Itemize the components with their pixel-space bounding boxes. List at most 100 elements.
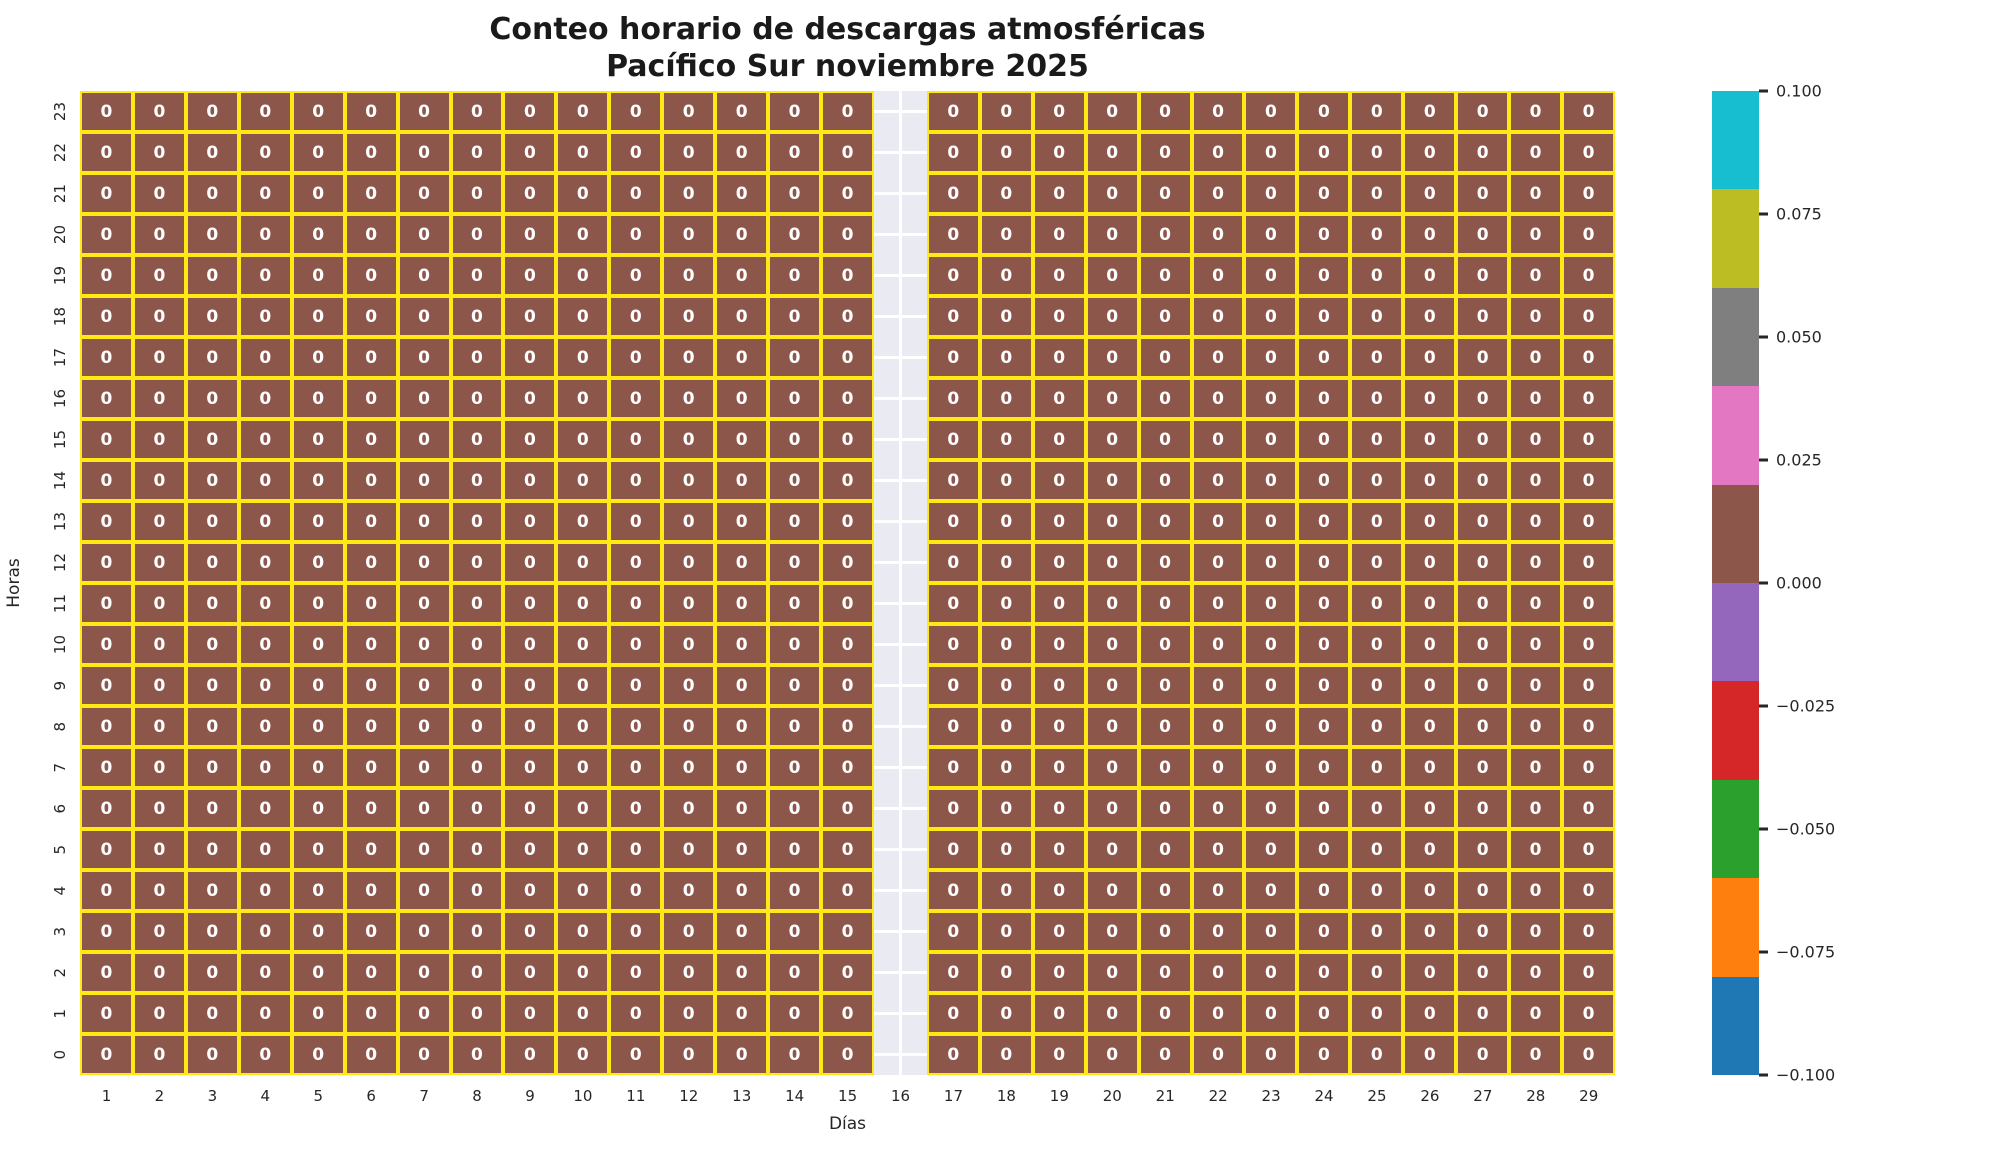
heatmap-cell: 0 [1509, 788, 1563, 829]
heatmap-cell: 0 [80, 624, 133, 665]
heatmap-cell: 0 [185, 214, 239, 255]
heatmap-cell: 0 [1509, 706, 1563, 747]
heatmap-cell: 0 [238, 583, 292, 624]
heatmap-cell: 0 [979, 419, 1033, 460]
heatmap-cell: 0 [132, 624, 186, 665]
heatmap-cell: 0 [291, 1034, 345, 1075]
heatmap-cell: 0 [344, 419, 398, 460]
heatmap-cell-missing [873, 1034, 927, 1075]
heatmap-cell: 0 [1403, 296, 1457, 337]
heatmap-cell-missing [873, 542, 927, 583]
heatmap-cell: 0 [1456, 624, 1510, 665]
heatmap-cell: 0 [132, 829, 186, 870]
heatmap-cell: 0 [1138, 337, 1192, 378]
heatmap-cell: 0 [1085, 829, 1139, 870]
heatmap-cell: 0 [344, 952, 398, 993]
heatmap-cell: 0 [1350, 378, 1404, 419]
heatmap-cell: 0 [80, 214, 133, 255]
heatmap-cell: 0 [80, 583, 133, 624]
heatmap-cell: 0 [132, 132, 186, 173]
heatmap-cell: 0 [556, 378, 610, 419]
heatmap-cell: 0 [768, 214, 822, 255]
heatmap-cell: 0 [344, 296, 398, 337]
y-tick-label: 16 [51, 388, 69, 409]
heatmap-cell: 0 [1191, 624, 1245, 665]
heatmap-cell: 0 [609, 132, 663, 173]
heatmap-cell: 0 [1562, 911, 1615, 952]
heatmap-cell: 0 [1562, 501, 1615, 542]
heatmap-cell: 0 [662, 829, 716, 870]
heatmap-cell: 0 [1509, 911, 1563, 952]
heatmap-cell: 0 [503, 173, 557, 214]
heatmap-cell: 0 [1191, 583, 1245, 624]
heatmap-cell: 0 [1509, 419, 1563, 460]
y-tick-label: 9 [51, 680, 69, 691]
heatmap-cell: 0 [821, 91, 874, 132]
heatmap-cell: 0 [397, 952, 451, 993]
heatmap-cell: 0 [291, 91, 345, 132]
x-tick-label: 27 [1473, 1087, 1493, 1105]
heatmap-cell: 0 [556, 501, 610, 542]
y-axis-tick-labels: 23 22 21 20 19 18 17 16 15 14 13 12 11 10 9 8 7 6 5 4 3 2 1 0 [46, 91, 74, 1075]
heatmap-cell: 0 [291, 870, 345, 911]
heatmap-cell: 0 [1085, 952, 1139, 993]
heatmap-cell: 0 [556, 1034, 610, 1075]
heatmap-cell: 0 [1509, 378, 1563, 419]
y-tick-label: 7 [51, 762, 69, 773]
heatmap-cell: 0 [291, 296, 345, 337]
heatmap-cell: 0 [450, 870, 504, 911]
heatmap-cell: 0 [662, 583, 716, 624]
heatmap-cell: 0 [1032, 419, 1086, 460]
heatmap-cell: 0 [450, 214, 504, 255]
heatmap-cell: 0 [979, 952, 1033, 993]
heatmap-cell: 0 [238, 91, 292, 132]
heatmap-cell: 0 [238, 706, 292, 747]
heatmap-cell: 0 [80, 132, 133, 173]
heatmap-cell: 0 [1297, 337, 1351, 378]
heatmap-cell: 0 [609, 542, 663, 583]
heatmap-cell: 0 [1297, 870, 1351, 911]
heatmap-cell: 0 [291, 132, 345, 173]
heatmap-cell: 0 [609, 624, 663, 665]
y-tick-label: 18 [51, 306, 69, 327]
heatmap-cell: 0 [1509, 870, 1563, 911]
heatmap-cell: 0 [821, 173, 874, 214]
heatmap-cell: 0 [1297, 542, 1351, 583]
heatmap-cell: 0 [503, 911, 557, 952]
heatmap-cell: 0 [1456, 378, 1510, 419]
heatmap-cell: 0 [926, 870, 980, 911]
x-tick-label: 1 [101, 1087, 112, 1105]
heatmap-cell: 0 [1191, 542, 1245, 583]
heatmap-cell: 0 [1350, 296, 1404, 337]
heatmap-cell: 0 [1350, 706, 1404, 747]
heatmap-cell: 0 [1562, 460, 1615, 501]
heatmap-cell: 0 [1191, 255, 1245, 296]
y-tick-label: 8 [51, 721, 69, 732]
heatmap-cell: 0 [926, 460, 980, 501]
y-tick-label: 20 [51, 224, 69, 245]
heatmap-cell: 0 [609, 460, 663, 501]
heatmap-cell: 0 [1297, 460, 1351, 501]
heatmap-cell: 0 [1138, 583, 1192, 624]
heatmap-cell-missing [873, 911, 927, 952]
colorbar-segment [1712, 484, 1759, 584]
heatmap-cell: 0 [1350, 583, 1404, 624]
colorbar-tick-mark [1759, 704, 1768, 708]
heatmap-cell: 0 [450, 706, 504, 747]
heatmap-cell: 0 [1562, 173, 1615, 214]
heatmap-cell: 0 [344, 829, 398, 870]
heatmap-cell: 0 [662, 419, 716, 460]
heatmap-cell: 0 [291, 501, 345, 542]
colorbar-tick: −0.075 [1759, 943, 1835, 962]
x-tick-label: 10 [573, 1087, 593, 1105]
heatmap-cell: 0 [662, 132, 716, 173]
heatmap-cell: 0 [715, 624, 769, 665]
heatmap-cell: 0 [1456, 460, 1510, 501]
heatmap-cell: 0 [1297, 583, 1351, 624]
heatmap-cell: 0 [926, 788, 980, 829]
heatmap-cell: 0 [556, 665, 610, 706]
heatmap-cell: 0 [1138, 460, 1192, 501]
heatmap-cell: 0 [768, 952, 822, 993]
heatmap-cell: 0 [1085, 706, 1139, 747]
heatmap-cell: 0 [768, 829, 822, 870]
